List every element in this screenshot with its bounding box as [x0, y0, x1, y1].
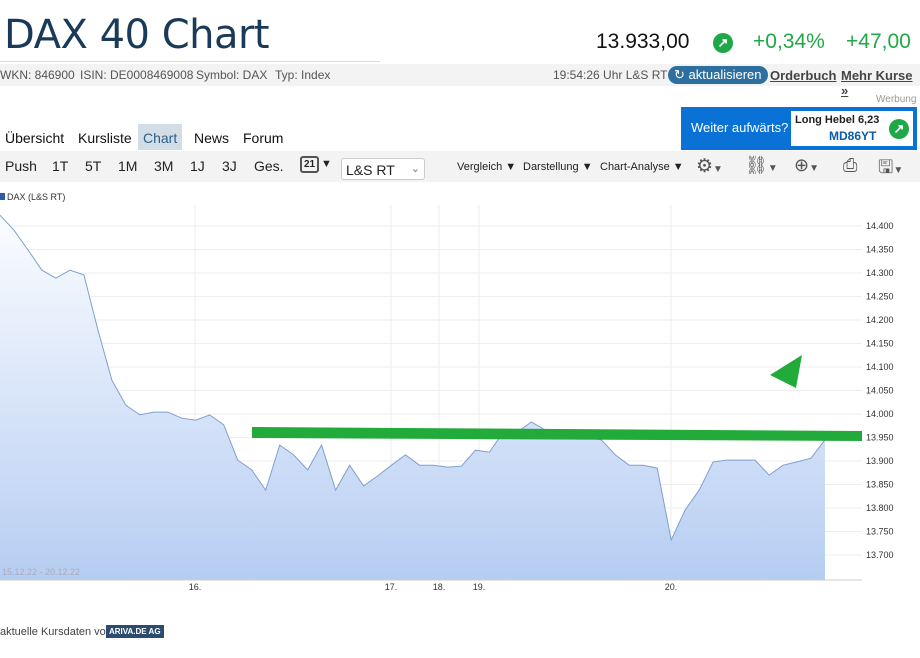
y-tick-label: 14.250 [866, 292, 894, 302]
price-chart[interactable]: 14.400 14.350 14.300 14.250 14.200 14.150 14.1… [0, 188, 920, 598]
tab-kursliste[interactable]: Kursliste [78, 130, 132, 146]
y-tick-label: 13.750 [866, 527, 894, 537]
ad-banner[interactable]: Weiter aufwärts? Long Hebel 6,23 MD86YT … [681, 107, 917, 150]
tab-forum[interactable]: Forum [243, 130, 284, 146]
orderbuch-link[interactable]: Orderbuch [770, 68, 837, 83]
chevron-down-icon: ⌄ [410, 163, 420, 175]
symbol: Symbol: DAX [196, 68, 268, 82]
print-icon[interactable]: ⎙ [843, 155, 858, 175]
change-absolute: +47,00 [846, 30, 911, 53]
range-1m[interactable]: 1M [118, 158, 138, 174]
y-tick-label: 14.050 [866, 386, 894, 396]
y-tick-label: 13.700 [866, 550, 894, 560]
type: Typ: Index [275, 68, 331, 82]
x-tick-label: 17. [385, 582, 398, 592]
y-tick-label: 14.200 [866, 315, 894, 325]
series-line [0, 214, 826, 542]
timestamp: 19:54:26 Uhr L&S RT [553, 68, 668, 82]
y-tick-label: 13.800 [866, 503, 894, 513]
y-tick-label: 14.000 [866, 409, 894, 419]
darstellung-menu[interactable]: Darstellung ▼ [523, 161, 593, 173]
ad-product[interactable]: Long Hebel 6,23 MD86YT ↗ [791, 111, 913, 146]
range-1j[interactable]: 1J [190, 158, 205, 174]
exchange-value: L&S RT [346, 162, 395, 178]
y-tick-label: 14.150 [866, 339, 894, 349]
area-fill [0, 215, 825, 580]
y-tick-label: 14.100 [866, 362, 894, 372]
ad-label: Werbung [876, 94, 917, 105]
gear-icon[interactable]: ⚙▼ [696, 156, 723, 177]
arrow-up-right-icon: ↗ [889, 119, 909, 139]
price: 13.933,00 [596, 30, 690, 53]
tab-chart[interactable]: Chart [138, 124, 183, 150]
legend-label: DAX (L&S RT) [7, 192, 65, 202]
ariva-logo: ARIVA.DE AG [106, 625, 164, 638]
date-range-label: 15.12.22 - 20.12.22 [2, 567, 80, 577]
range-3j[interactable]: 3J [222, 158, 237, 174]
y-tick-label: 13.850 [866, 480, 894, 490]
exchange-select[interactable]: L&S RT ⌄ [341, 158, 425, 180]
y-tick-label: 13.950 [866, 433, 894, 443]
vergleich-menu[interactable]: Vergleich ▼ [457, 161, 517, 173]
ad-question: Weiter aufwärts? [691, 120, 789, 135]
save-icon[interactable]: 🖫▼ [878, 157, 904, 177]
divider [0, 61, 380, 62]
indicator-icon[interactable]: ⛓▼ [745, 155, 778, 175]
ad-product-code: MD86YT [829, 129, 877, 143]
refresh-label: aktualisieren [688, 67, 762, 82]
y-tick-label: 14.400 [866, 221, 894, 231]
mehr-kurse-link[interactable]: Mehr Kurse » [841, 68, 913, 98]
x-tick-label: 18. [433, 582, 446, 592]
page-title: DAX 40 Chart [4, 12, 270, 58]
chart-analyse-menu[interactable]: Chart-Analyse ▼ [600, 161, 684, 173]
y-tick-label: 13.900 [866, 456, 894, 466]
chevron-down-icon[interactable]: ▼ [321, 158, 332, 170]
trend-line-annotation [252, 427, 862, 441]
chart-toolbar: Push 1T 5T 1M 3M 1J 3J Ges. 21 ▼ L&S RT ⌄… [0, 151, 920, 182]
footer-text: aktuelle Kursdaten von [0, 626, 112, 638]
tab-uebersicht[interactable]: Übersicht [5, 130, 65, 146]
arrow-up-right-icon: ↗ [713, 33, 733, 53]
range-1t[interactable]: 1T [52, 158, 69, 174]
range-5t[interactable]: 5T [85, 158, 102, 174]
refresh-button[interactable]: ↻ aktualisieren [668, 66, 768, 84]
change-percent: +0,34% [753, 30, 825, 53]
range-3m[interactable]: 3M [154, 158, 174, 174]
info-bar: WKN: 846900 ISIN: DE0008469008 Symbol: D… [0, 64, 920, 98]
range-ges[interactable]: Ges. [254, 158, 284, 174]
zoom-in-icon[interactable]: ⊕▼ [794, 155, 819, 175]
tab-news[interactable]: News [194, 130, 230, 146]
y-tick-label: 14.350 [866, 245, 894, 255]
isin: ISIN: DE0008469008 [80, 68, 194, 82]
x-tick-label: 19. [473, 582, 486, 592]
calendar-icon[interactable]: 21 [300, 156, 320, 173]
range-push[interactable]: Push [5, 158, 37, 174]
legend-swatch [0, 193, 5, 200]
x-tick-label: 16. [189, 582, 202, 592]
y-tick-label: 14.300 [866, 268, 894, 278]
ad-product-name: Long Hebel 6,23 [795, 114, 880, 126]
wkn: WKN: 846900 [0, 68, 75, 82]
x-tick-label: 20. [665, 582, 678, 592]
arrow-annotation [770, 355, 802, 388]
